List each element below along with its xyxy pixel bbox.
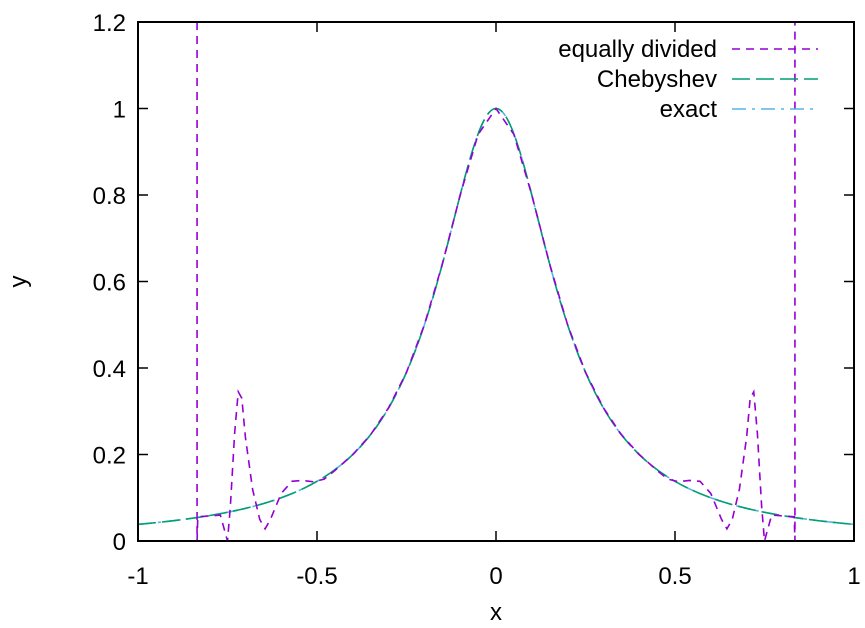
series-line-exact xyxy=(138,107,854,526)
y-tick-label: 0.2 xyxy=(93,443,126,470)
y-tick-label: 1.2 xyxy=(93,10,126,37)
series-layer xyxy=(138,22,854,541)
x-tick-label: 0.5 xyxy=(658,563,691,590)
legend-label: exact xyxy=(660,96,718,123)
legend: equally divided Chebyshev exact xyxy=(558,36,818,123)
x-tick-label: -0.5 xyxy=(296,563,337,590)
legend-label: equally divided xyxy=(558,36,717,63)
series-line-equally-divided xyxy=(196,22,796,541)
y-tick-label: 0 xyxy=(113,529,126,556)
y-tick-label: 1 xyxy=(113,97,126,124)
x-tick-label: 1 xyxy=(847,563,860,590)
series-line-chebyshev xyxy=(138,107,854,526)
y-tick-label: 0.8 xyxy=(93,183,126,210)
x-tick-label: 0 xyxy=(489,563,502,590)
plot-frame xyxy=(137,21,855,542)
x-axis-label: x xyxy=(490,599,502,626)
x-tick-label: -1 xyxy=(127,563,148,590)
ticks-layer: -1 -0.5 0 0.5 1 0 0.2 0.4 0.6 0.8 1 1.2 xyxy=(93,10,861,590)
y-axis-label: y xyxy=(5,276,32,288)
y-tick-label: 0.6 xyxy=(93,270,126,297)
y-tick-label: 0.4 xyxy=(93,356,126,383)
legend-label: Chebyshev xyxy=(597,66,717,93)
